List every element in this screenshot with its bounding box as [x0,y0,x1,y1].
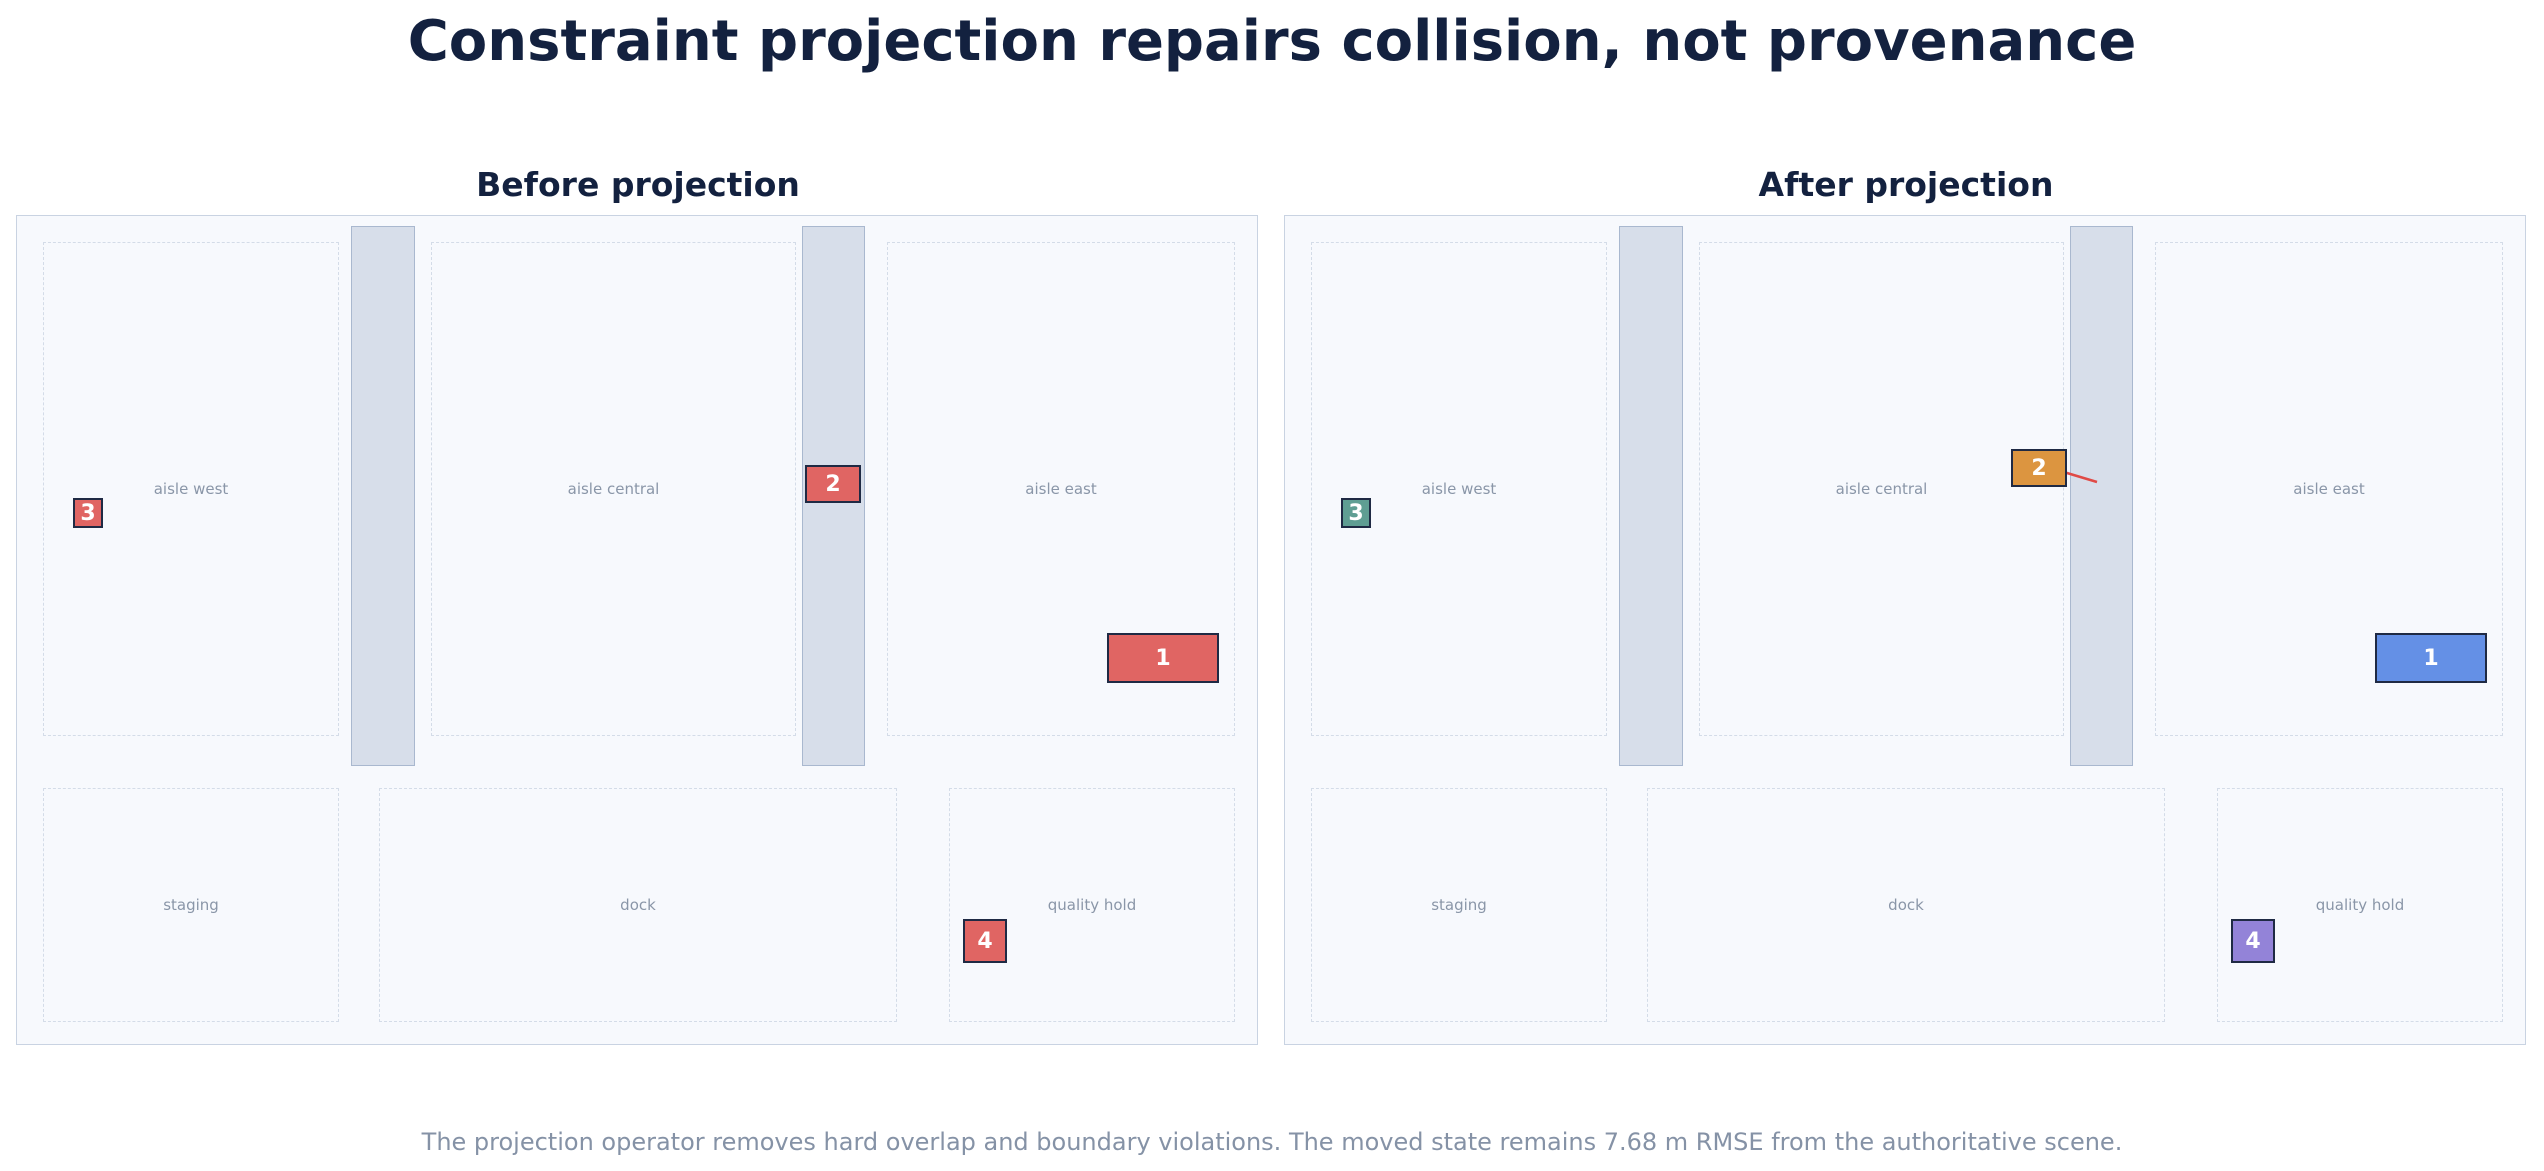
zone-label: aisle west [1421,480,1497,498]
zone-staging: staging [1311,788,1607,1022]
panel-before: aisle west aisle central aisle east stag… [16,215,1258,1045]
zone-label: staging [1431,896,1487,914]
item-1[interactable]: 1 [1107,633,1219,683]
zone-dock: dock [1647,788,2165,1022]
zone-aisle-east: aisle east [887,242,1235,736]
zone-aisle-west: aisle west [43,242,339,736]
item-4[interactable]: 4 [963,919,1007,963]
item-3[interactable]: 3 [73,498,103,528]
item-1[interactable]: 1 [2375,633,2487,683]
zone-quality-hold: quality hold [949,788,1235,1022]
zone-label: aisle west [153,480,229,498]
item-2[interactable]: 2 [805,465,861,503]
item-2[interactable]: 2 [2011,449,2067,487]
zone-aisle-east: aisle east [2155,242,2503,736]
figure-caption: The projection operator removes hard ove… [421,1128,2123,1156]
item-3[interactable]: 3 [1341,498,1371,528]
zone-label: dock [1888,896,1924,914]
rack-east [2070,226,2133,766]
zone-dock: dock [379,788,897,1022]
zone-aisle-west: aisle west [1311,242,1607,736]
panel-after: aisle west aisle central aisle east stag… [1284,215,2526,1045]
rack-west [1619,226,1683,766]
zone-label: staging [163,896,219,914]
zone-label: aisle central [567,480,660,498]
item-4[interactable]: 4 [2231,919,2275,963]
zone-label: dock [620,896,656,914]
panel-title-before: Before projection [476,165,800,204]
panel-title-after: After projection [1758,165,2054,204]
zone-label: aisle central [1835,480,1928,498]
zone-aisle-central: aisle central [1699,242,2064,736]
figure-title: Constraint projection repairs collision,… [407,9,2137,74]
zone-label: quality hold [2315,896,2405,914]
zone-label: aisle east [2293,480,2365,498]
zone-quality-hold: quality hold [2217,788,2503,1022]
zone-aisle-central: aisle central [431,242,796,736]
zone-label: quality hold [1047,896,1137,914]
zone-staging: staging [43,788,339,1022]
rack-west [351,226,415,766]
zone-label: aisle east [1025,480,1097,498]
